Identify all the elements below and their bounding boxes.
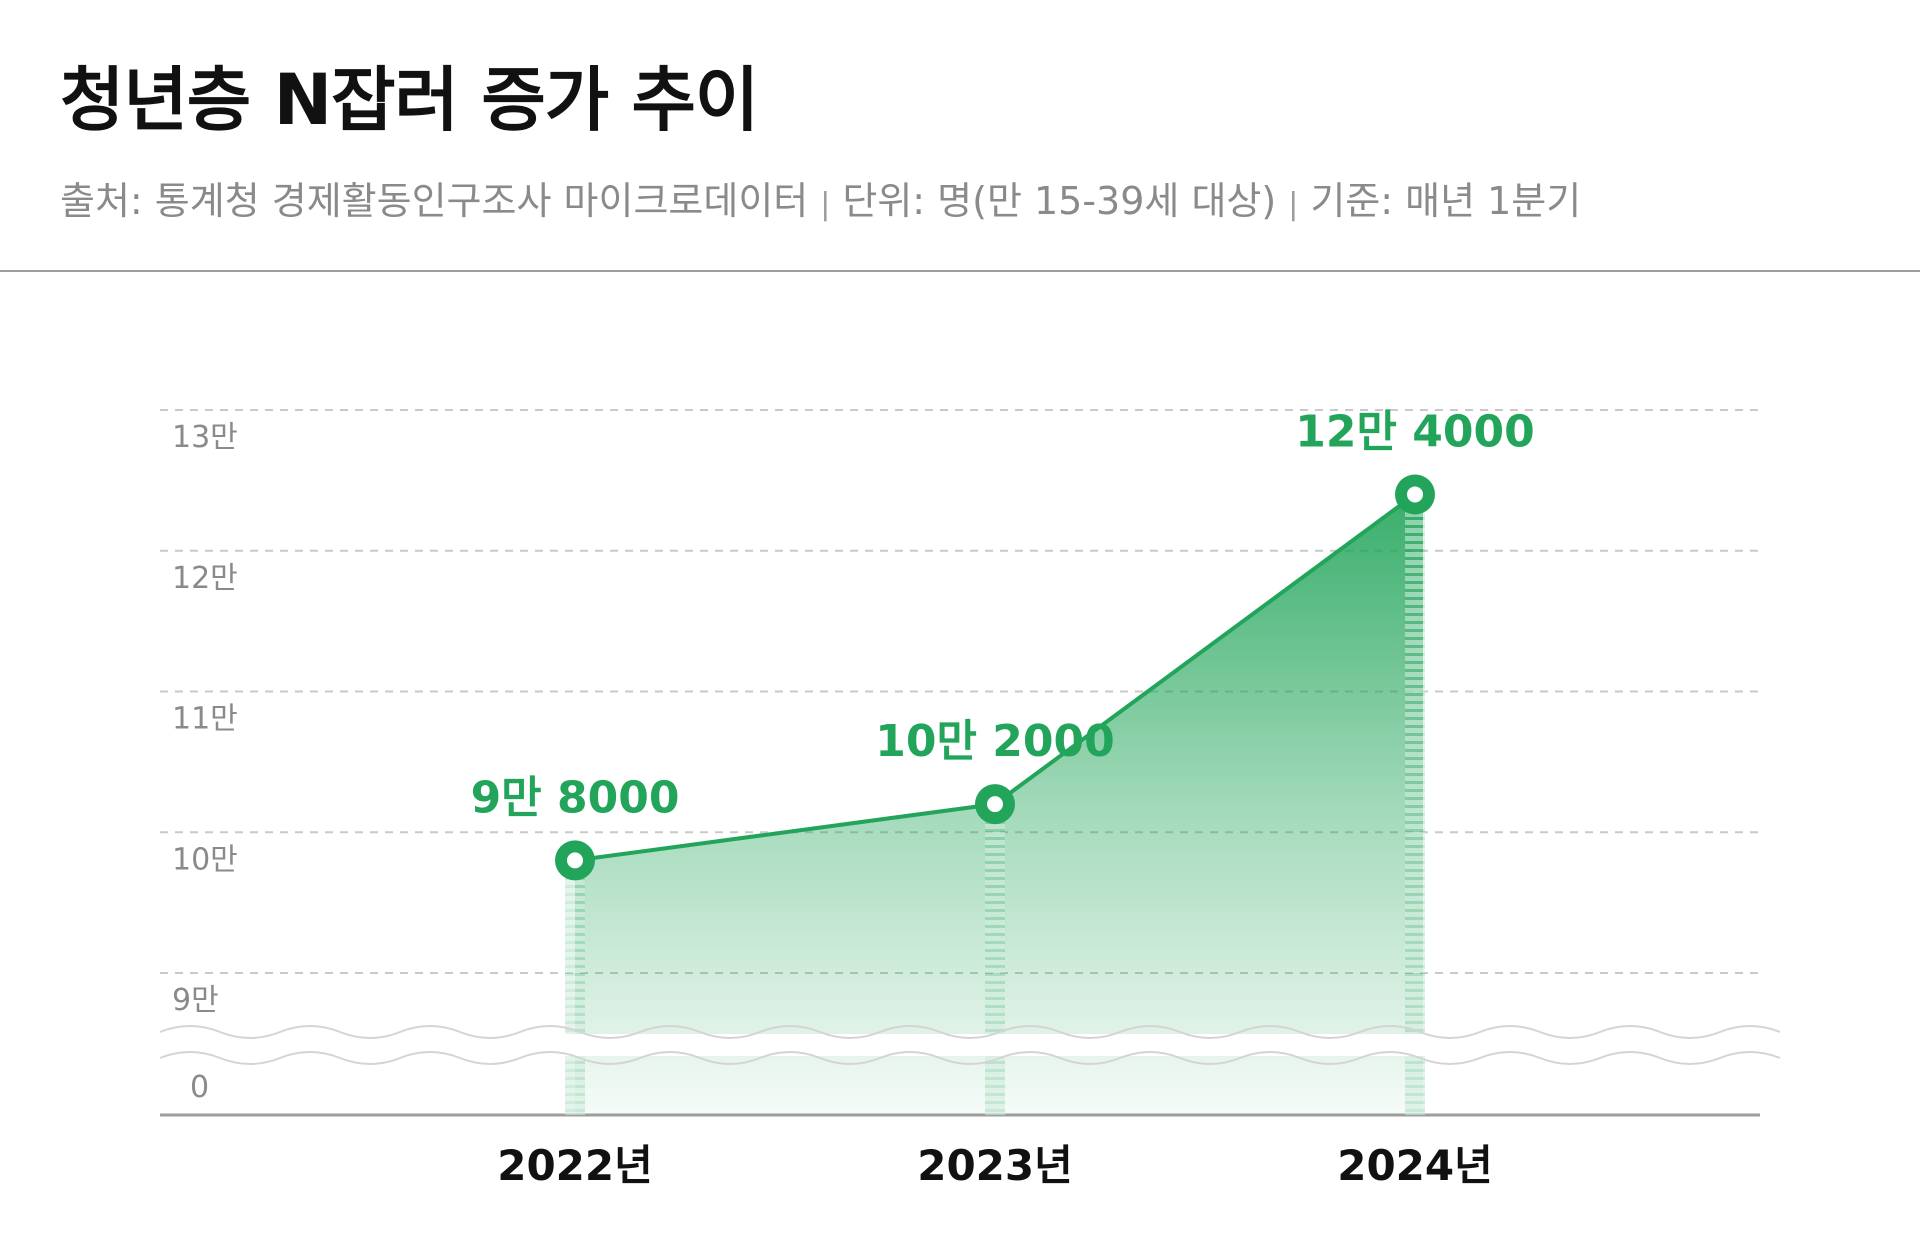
axis-break-wave [159,1051,1781,1065]
drop-bar-stripes [1405,494,1425,1115]
y-tick-label: 9만 [172,983,219,1018]
axis-break-wave [159,1025,1781,1039]
y-tick-label: 11만 [172,702,238,737]
x-tick-label: 2022년 [497,1141,653,1190]
data-label: 12만 4000 [1295,406,1535,457]
y-tick-label: 12만 [172,561,238,596]
line-layer [555,474,1435,881]
drop-bar-stripes [565,860,585,1115]
chart-subtitle: 출처: 통계청 경제활동인구조사 마이크로데이터 | 단위: 명(만 15-39세 … [60,170,1581,225]
header-divider [0,270,1920,272]
x-tick-label: 2023년 [917,1141,1073,1190]
basis-note: 기준: 매년 1분기 [1310,179,1582,223]
data-point-marker-center [1407,486,1423,503]
axis-break-band [160,1034,1760,1056]
data-label: 10만 2000 [875,716,1115,767]
y-tick-label: 13만 [172,420,238,455]
separator: | [1288,187,1299,222]
chart-title: 청년층 N잡러 증가 추이 [60,59,759,141]
separator: | [820,187,831,222]
unit-note: 단위: 명(만 15-39세 대상) [842,179,1277,223]
axis-break-layer [159,1025,1781,1065]
data-label: 9만 8000 [471,772,680,823]
chart-header: 청년층 N잡러 증가 추이 출처: 통계청 경제활동인구조사 마이크로데이터 | 단… [0,0,1920,272]
data-point-marker-center [567,852,583,869]
y-tick-label: 10만 [172,842,238,877]
drop-bar-stripes [985,804,1005,1115]
label-layer: 9만 8000 10만 2000 12만 4000 2022년 2023년 2024년 [471,406,1535,1190]
source-note: 출처: 통계청 경제활동인구조사 마이크로데이터 [60,179,809,223]
data-point-marker-center [987,796,1003,813]
y-tick-label: 0 [190,1070,209,1105]
x-tick-label: 2024년 [1337,1141,1493,1190]
